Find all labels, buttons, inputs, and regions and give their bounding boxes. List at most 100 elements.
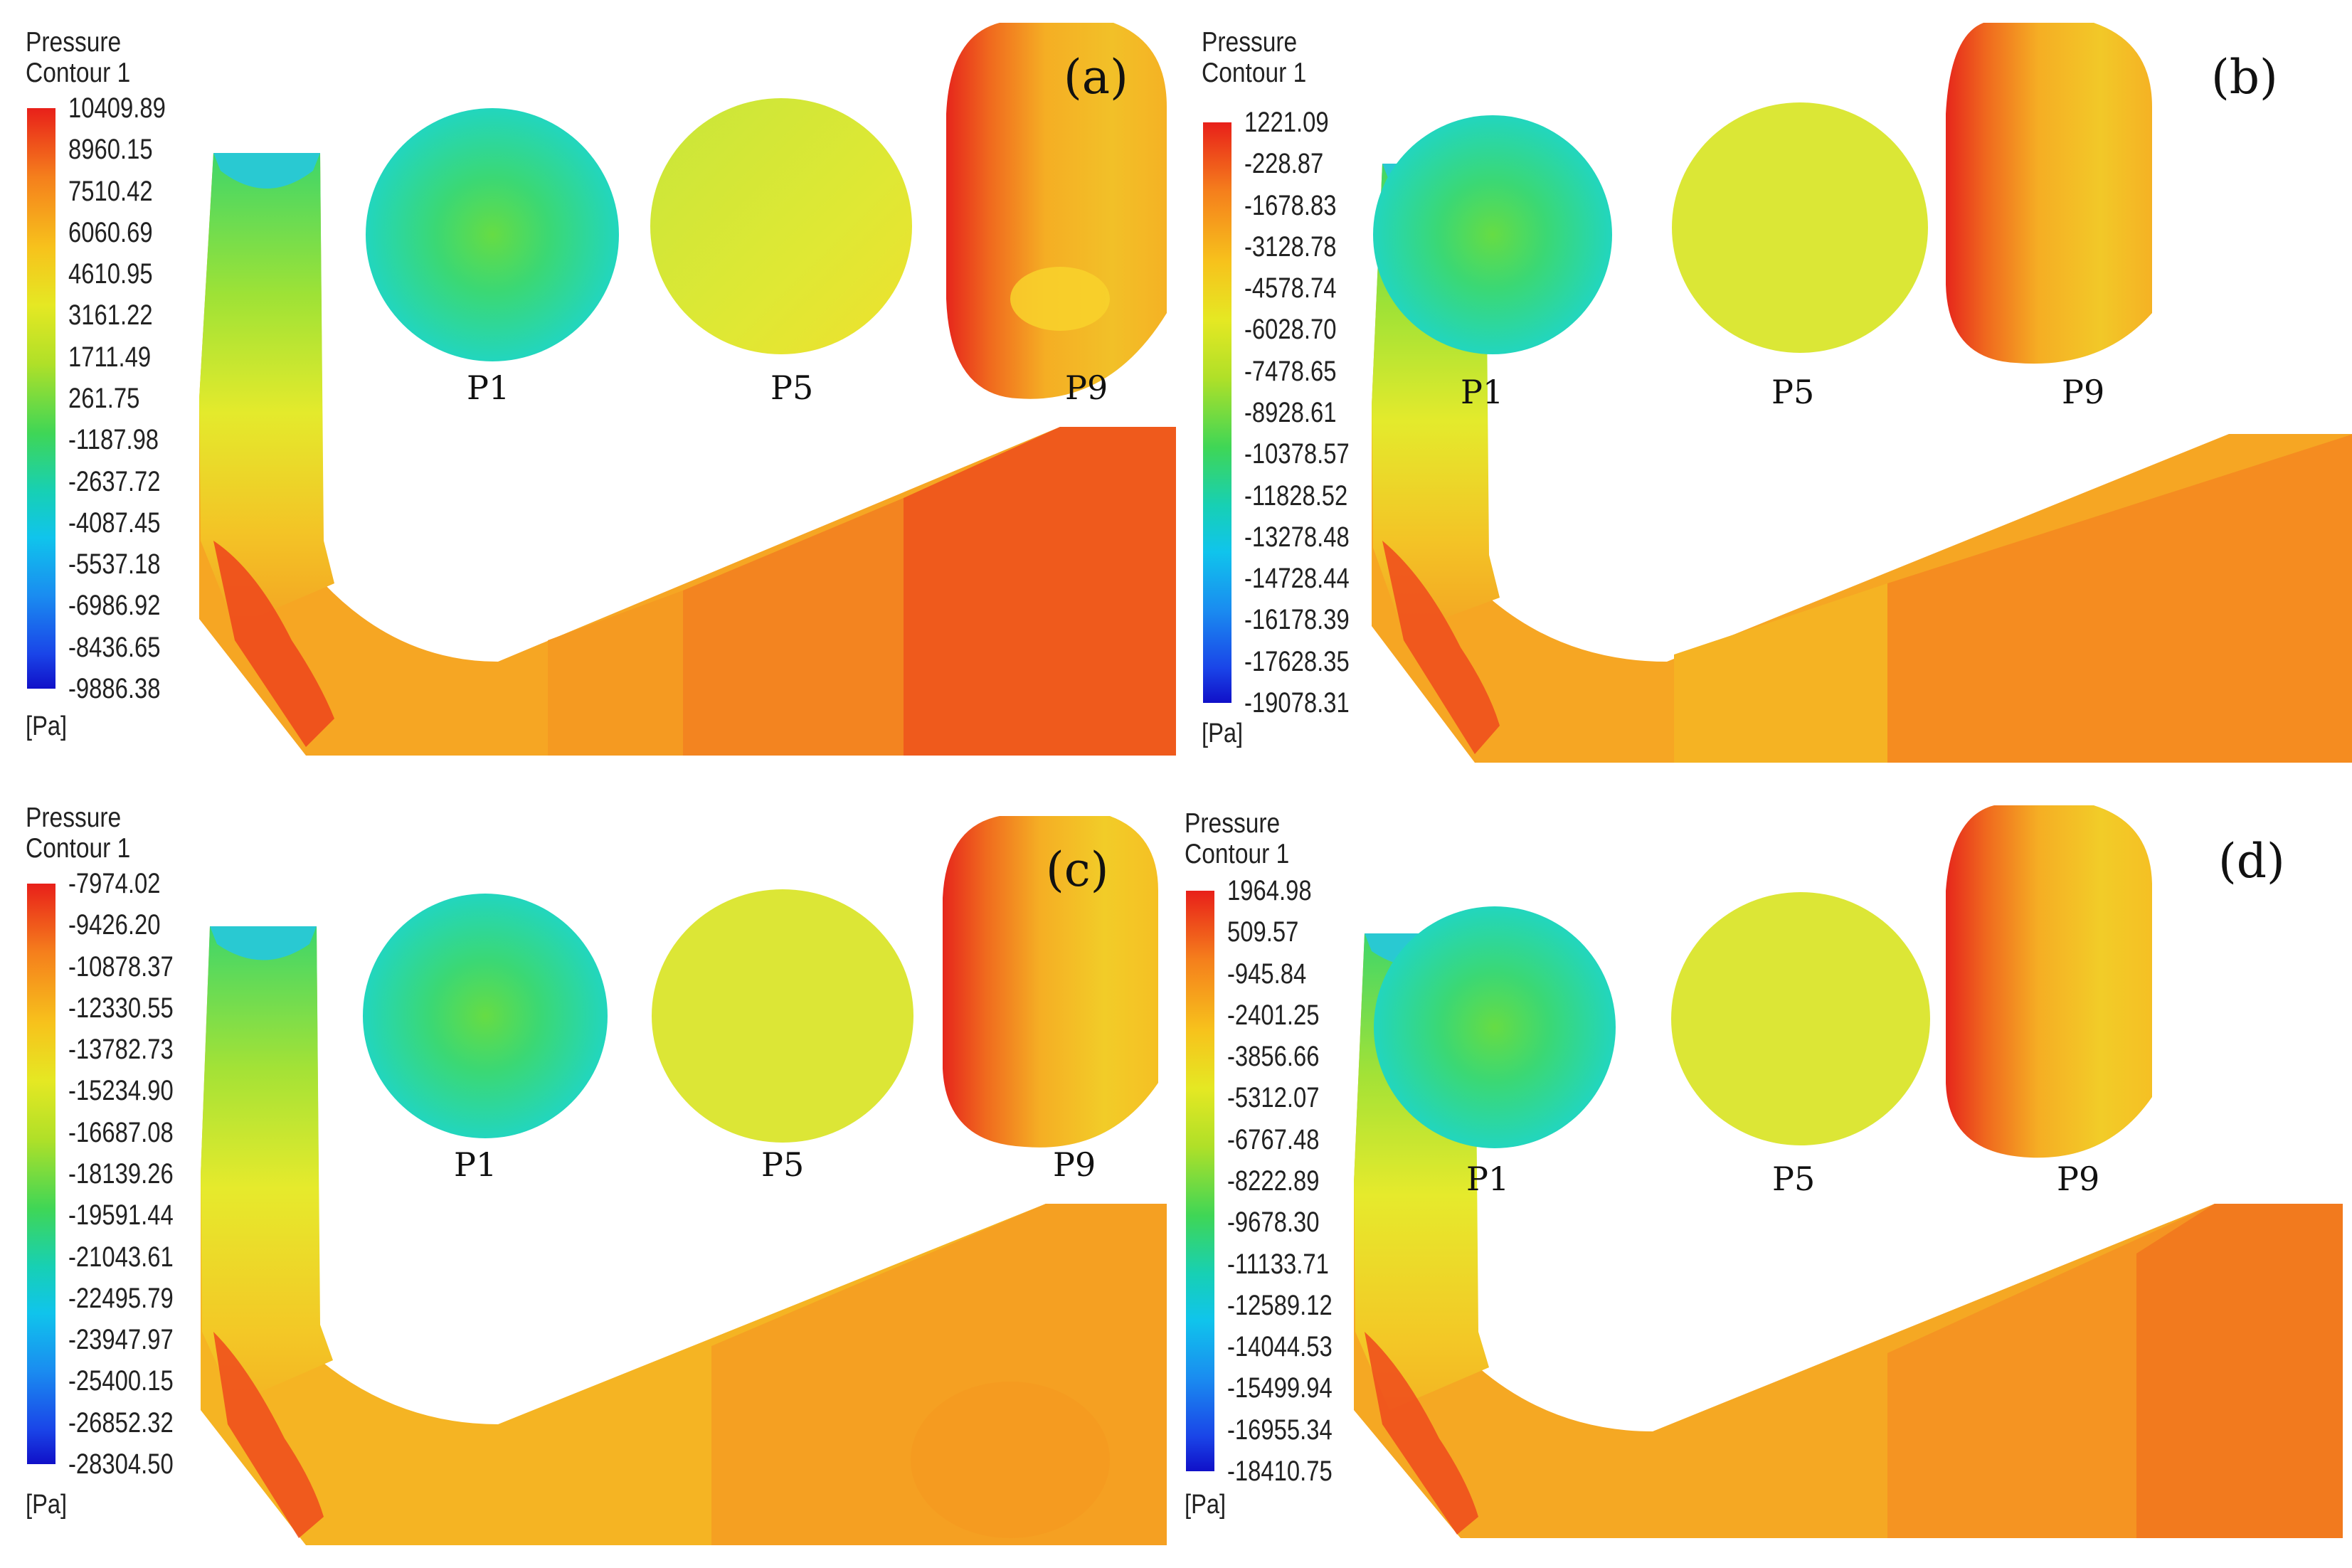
legend-unit: [Pa] [1202, 719, 1244, 748]
legend-tick-label: -9886.38 [68, 673, 161, 704]
legend-tick-label: -13782.73 [68, 1034, 174, 1066]
legend-tick-label: -12330.55 [68, 992, 174, 1024]
legend-tick-label: -3128.78 [1244, 231, 1337, 263]
bend-high-pressure-zone [213, 541, 334, 747]
legend-tick-label: 1221.09 [1244, 107, 1329, 138]
section-label-p1: P1 [1461, 373, 1504, 411]
legend-tick-label: -2401.25 [1227, 999, 1320, 1031]
section-label-p5: P5 [770, 369, 814, 407]
legend-tick-label: -8436.65 [68, 631, 161, 663]
legend-tick-label: 6060.69 [68, 216, 153, 248]
legend-tick-label: -22495.79 [68, 1282, 174, 1314]
legend-tick-label: 509.57 [1227, 916, 1299, 948]
panel-label: (d) [2218, 834, 2285, 889]
legend-tick-label: -2637.72 [68, 465, 161, 497]
riser [201, 926, 333, 1403]
panel-d: Pressure Contour 1 1964.98 509.57 -945.84 -… [1176, 784, 2352, 1568]
legend-tick-label: -6767.48 [1227, 1123, 1320, 1155]
panel-c: Pressure Contour 1 -7974.02 -9426.20 -1087… [0, 784, 1176, 1568]
legend-tick-label: -5537.18 [68, 549, 161, 581]
legend-tick-label: -11133.71 [1227, 1248, 1329, 1280]
legend-tick-label: -945.84 [1227, 958, 1307, 990]
legend-tick-label: -16178.39 [1244, 604, 1350, 636]
legend-tick-label: -1678.83 [1244, 189, 1337, 221]
legend-tick-label: -28304.50 [68, 1448, 174, 1480]
legend-tick-label: -13278.48 [1244, 521, 1350, 553]
section-label-p5: P5 [1771, 373, 1815, 411]
panel-label: (a) [1064, 50, 1128, 105]
legend-tick-label: -17628.35 [1244, 645, 1350, 677]
legend-tick-label: 4610.95 [68, 258, 153, 290]
bend-high-pressure-zone [1365, 1332, 1478, 1535]
legend-tick-label: -8222.89 [1227, 1165, 1320, 1197]
legend-tick-label: -25400.15 [68, 1365, 174, 1397]
legend-tick-label: 261.75 [68, 383, 140, 414]
section-label-p5: P5 [1772, 1160, 1816, 1198]
section-label-p9: P9 [2057, 1160, 2100, 1198]
legend-tick-label: -18139.26 [68, 1158, 174, 1190]
legend-tick-label: -12589.12 [1227, 1289, 1333, 1321]
legend-tick-label: -9426.20 [68, 909, 161, 941]
legend-tick-label: -15234.90 [68, 1075, 174, 1107]
legend-color-bar [27, 884, 55, 1464]
legend-tick-label: -14728.44 [1244, 563, 1350, 595]
legend-tick-label: 1711.49 [68, 341, 152, 373]
section-label-p1: P1 [454, 1145, 497, 1184]
legend-ticks: 1221.09 -228.87 -1678.83 -3128.78 -4578.74 -6… [1244, 108, 1401, 717]
legend-unit: [Pa] [26, 1490, 68, 1520]
legend-tick-label: -19078.31 [1244, 687, 1350, 719]
section-p9 [1946, 23, 2152, 364]
section-p1 [1373, 115, 1612, 354]
bend-high-pressure-zone [1382, 541, 1500, 754]
pressure-contour-plot [1354, 805, 2343, 1538]
legend-tick-label: 7510.42 [68, 175, 153, 207]
legend-tick-label: -3856.66 [1227, 1041, 1320, 1073]
bend-high-pressure-zone [213, 1332, 324, 1538]
section-label-p5: P5 [761, 1145, 805, 1184]
legend-tick-label: -18410.75 [1227, 1456, 1333, 1487]
legend-title: Pressure Contour 1 [1185, 808, 1290, 869]
section-label-p9: P9 [1065, 369, 1108, 407]
section-p9 [946, 23, 1167, 399]
pressure-contour-plot [201, 816, 1167, 1545]
legend-tick-label: -7974.02 [68, 868, 161, 899]
legend-tick-label: -16955.34 [1227, 1414, 1333, 1446]
section-label-p9: P9 [1053, 1145, 1096, 1184]
section-p1 [1374, 906, 1616, 1148]
section-p9 [1946, 805, 2152, 1158]
legend-tick-label: -26852.32 [68, 1407, 174, 1439]
legend-tick-label: -6028.70 [1244, 314, 1337, 346]
riser [199, 153, 334, 626]
legend-tick-label: -4578.74 [1244, 272, 1337, 304]
legend-tick-label: -19591.44 [68, 1199, 174, 1231]
pressure-contour-plot [1372, 23, 2352, 763]
legend-tick-label: -10378.57 [1244, 438, 1350, 470]
legend-title: Pressure Contour 1 [26, 802, 131, 864]
legend-tick-label: -8928.61 [1244, 397, 1337, 428]
legend-unit: [Pa] [1185, 1490, 1227, 1520]
section-p9 [943, 816, 1158, 1148]
legend-tick-label: -4087.45 [68, 507, 161, 539]
legend-ticks: 1964.98 509.57 -945.84 -2401.25 -3856.66 -531… [1227, 876, 1384, 1485]
pressure-contour-plot [199, 23, 1176, 756]
legend-tick-label: -10878.37 [68, 950, 174, 982]
section-p5 [652, 889, 913, 1143]
section-p1 [366, 108, 619, 361]
legend-tick-label: -1187.98 [68, 424, 159, 456]
section-p5 [1672, 102, 1928, 353]
legend-tick-label: -9678.30 [1227, 1207, 1320, 1239]
legend-color-bar [1203, 122, 1231, 703]
legend-tick-label: 8960.15 [68, 134, 153, 166]
panel-label: (b) [2211, 50, 2278, 105]
legend-title: Pressure Contour 1 [26, 27, 131, 88]
legend-tick-label: -15499.94 [1227, 1372, 1333, 1404]
legend-tick-label: -16687.08 [68, 1116, 174, 1148]
panel-a: Pressure Contour 1 10409.89 8960.15 7510.4… [0, 0, 1176, 784]
legend-tick-label: -11828.52 [1244, 480, 1348, 512]
legend-tick-label: 3161.22 [68, 300, 153, 332]
panel-label: (c) [1046, 842, 1109, 897]
legend-tick-label: 10409.89 [68, 92, 166, 124]
legend-color-bar [27, 108, 55, 689]
legend-tick-label: -228.87 [1244, 148, 1324, 180]
legend-unit: [Pa] [26, 711, 68, 741]
